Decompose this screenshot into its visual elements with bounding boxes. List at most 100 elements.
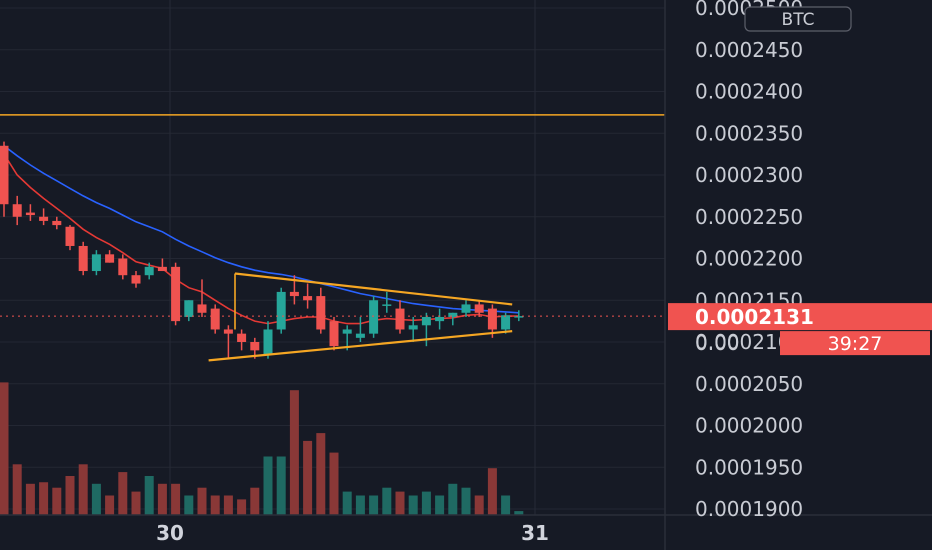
candle-body	[12, 204, 22, 217]
candle[interactable]	[118, 254, 128, 280]
candle[interactable]	[12, 195, 22, 226]
candle-body	[197, 304, 207, 313]
triangle-pattern[interactable]	[208, 272, 513, 362]
candle-body	[65, 226, 75, 246]
candle[interactable]	[448, 312, 458, 326]
candle-body	[118, 258, 128, 276]
y-tick-label: 0.0002300	[695, 163, 803, 187]
candle[interactable]	[316, 287, 326, 334]
y-tick-label: 0.0002000	[695, 414, 803, 438]
candle[interactable]	[197, 279, 207, 317]
candle[interactable]	[210, 304, 220, 334]
triangle-upper-line[interactable]	[234, 272, 513, 306]
candle[interactable]	[78, 241, 88, 276]
y-tick-label: 0.0001900	[695, 497, 803, 521]
candle[interactable]	[461, 300, 471, 317]
candle[interactable]	[408, 316, 418, 342]
volume-bar	[501, 495, 511, 515]
candle[interactable]	[131, 271, 141, 288]
currency-badge-box	[744, 6, 852, 32]
candle[interactable]	[184, 300, 194, 322]
y-tick-label: 0.0002450	[695, 38, 803, 62]
candle-body	[52, 220, 62, 226]
volume-bar	[52, 487, 62, 515]
candle[interactable]	[105, 250, 115, 263]
candle[interactable]	[329, 316, 339, 351]
volume-bar	[303, 440, 313, 515]
candle[interactable]	[421, 312, 431, 347]
currency-badge[interactable]: BTC	[744, 6, 852, 32]
candle[interactable]	[25, 204, 35, 221]
candle[interactable]	[395, 300, 405, 334]
candle-body	[329, 321, 339, 347]
triangle-lower-line[interactable]	[208, 330, 513, 362]
volume-bar	[157, 483, 167, 515]
candle[interactable]	[39, 208, 49, 226]
volume-bar	[408, 495, 418, 515]
candle-body	[395, 308, 405, 330]
volume-bar	[514, 511, 524, 515]
candle[interactable]	[435, 308, 445, 330]
candle[interactable]	[276, 287, 286, 334]
candle[interactable]	[65, 225, 75, 251]
volume-bar	[12, 464, 22, 515]
candle[interactable]	[382, 291, 392, 313]
candle[interactable]	[303, 283, 313, 309]
volume-bar	[382, 487, 392, 515]
candle-body	[355, 333, 365, 338]
last-price-badge-box	[668, 303, 932, 331]
candle[interactable]	[355, 316, 365, 342]
candlesticks[interactable]	[0, 141, 524, 359]
candle-body	[144, 266, 154, 276]
candle-body	[382, 304, 392, 306]
y-tick-label: 0.0002050	[695, 372, 803, 396]
candle[interactable]	[474, 300, 484, 317]
candle-body	[474, 304, 484, 313]
candle-body	[289, 291, 299, 297]
volume-bar	[25, 483, 35, 515]
candle[interactable]	[171, 262, 181, 326]
candle[interactable]	[237, 329, 247, 351]
volume-bar	[118, 472, 128, 515]
candle-body	[171, 266, 181, 322]
volume-bar	[435, 495, 445, 515]
candle-body	[421, 316, 431, 326]
candle[interactable]	[263, 321, 273, 359]
countdown-badge: 39:27	[780, 331, 930, 356]
y-tick-label: 0.0002250	[695, 205, 803, 229]
volume-bar	[369, 495, 379, 515]
volume-bar	[263, 456, 273, 515]
candle-body	[448, 312, 458, 317]
volume-bars	[0, 382, 524, 515]
candle-body	[105, 254, 115, 263]
candle[interactable]	[52, 216, 62, 230]
volume-bar	[329, 452, 339, 515]
candle[interactable]	[0, 141, 9, 217]
x-tick-label: 30	[156, 521, 184, 545]
candle-body	[237, 333, 247, 342]
candle[interactable]	[514, 310, 524, 322]
moving-averages	[3, 145, 519, 325]
volume-bar	[210, 495, 220, 515]
candle-body	[461, 304, 471, 313]
volume-bar	[448, 483, 458, 515]
candle-body	[303, 296, 313, 301]
candle-body	[131, 275, 141, 284]
y-tick-label: 0.0001950	[695, 455, 803, 479]
candle[interactable]	[369, 296, 379, 338]
candle[interactable]	[157, 258, 167, 272]
candle[interactable]	[144, 262, 154, 280]
candle[interactable]	[223, 325, 233, 359]
moving-average-slow	[3, 145, 519, 314]
countdown-badge-box	[780, 331, 930, 356]
last-price-label: 0.0002131	[695, 305, 814, 329]
volume-bar	[474, 495, 484, 515]
volume-bar	[421, 491, 431, 515]
volume-bar	[197, 487, 207, 515]
candle[interactable]	[91, 250, 101, 276]
